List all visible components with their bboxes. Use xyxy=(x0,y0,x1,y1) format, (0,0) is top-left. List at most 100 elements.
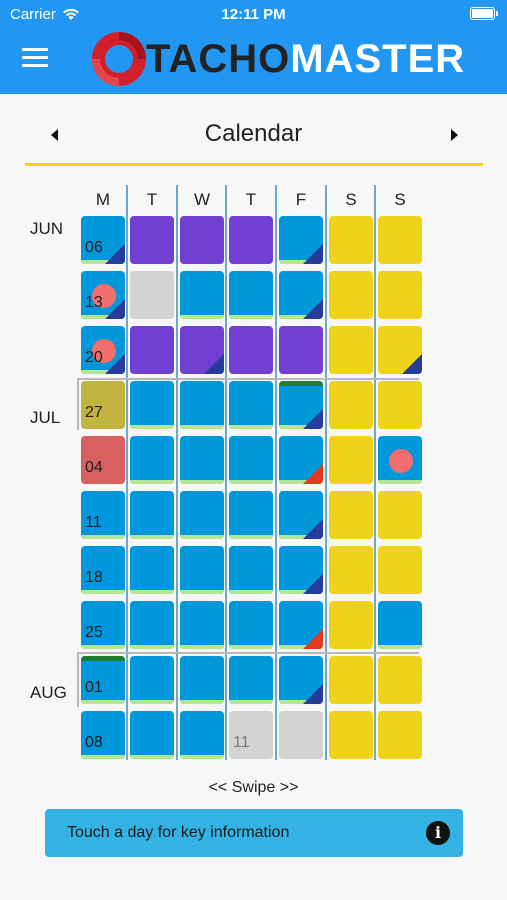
day-cell-drive[interactable] xyxy=(229,271,273,319)
day-cell-drive[interactable]: 13 xyxy=(81,271,125,319)
activity-strip xyxy=(279,425,323,429)
day-cell-weekend[interactable] xyxy=(378,216,422,264)
day-cell-drive[interactable] xyxy=(229,436,273,484)
activity-strip xyxy=(130,700,174,704)
key-information-banner[interactable]: Touch a day for key information i xyxy=(45,809,463,857)
day-cell-weekend[interactable] xyxy=(329,436,373,484)
day-cell-weekend[interactable] xyxy=(378,656,422,704)
day-cell-drive[interactable] xyxy=(279,271,323,319)
caret-left-icon xyxy=(51,129,58,141)
app-header: Carrier 12:11 PM TACHOMASTER xyxy=(0,0,507,94)
day-cell-drive[interactable] xyxy=(229,656,273,704)
carrier-label: Carrier xyxy=(10,6,56,23)
week-start-marker xyxy=(81,656,125,661)
day-cell-drive[interactable] xyxy=(130,491,174,539)
day-cell-sick[interactable]: 04 xyxy=(81,436,125,484)
day-cell-drive[interactable] xyxy=(130,601,174,649)
day-cell-drive[interactable] xyxy=(180,601,224,649)
day-cell-drive[interactable]: 20 xyxy=(81,326,125,374)
day-cell-weekend[interactable] xyxy=(329,546,373,594)
day-cell-drive[interactable] xyxy=(130,546,174,594)
key-information-text: Touch a day for key information xyxy=(67,824,290,841)
day-cell-weekend[interactable] xyxy=(329,216,373,264)
day-cell-drive[interactable] xyxy=(378,601,422,649)
corner-marker xyxy=(303,519,323,539)
day-cell-drive[interactable] xyxy=(229,601,273,649)
activity-strip xyxy=(130,590,174,594)
activity-strip xyxy=(180,535,224,539)
day-cell-drive[interactable] xyxy=(279,656,323,704)
day-cell-drive[interactable]: 11 xyxy=(81,491,125,539)
day-cell-drive[interactable] xyxy=(229,491,273,539)
hamburger-menu-button[interactable] xyxy=(22,48,48,70)
day-cell-drive[interactable]: 18 xyxy=(81,546,125,594)
day-cell-drive[interactable] xyxy=(130,381,174,429)
day-cell-drive[interactable] xyxy=(180,656,224,704)
day-cell-drive[interactable] xyxy=(229,546,273,594)
day-cell-rest[interactable] xyxy=(130,326,174,374)
month-label-aug: AUG xyxy=(30,683,67,702)
next-month-button[interactable] xyxy=(444,125,464,145)
day-cell-drive[interactable] xyxy=(180,491,224,539)
day-cell-weekend[interactable] xyxy=(378,326,422,374)
day-cell-weekend[interactable] xyxy=(329,711,373,759)
previous-month-button[interactable] xyxy=(45,125,65,145)
month-label-jul: JUL xyxy=(30,408,61,427)
day-cell-weekend[interactable] xyxy=(378,491,422,539)
day-cell-drive[interactable] xyxy=(279,436,323,484)
day-cell-unavailable[interactable] xyxy=(279,711,323,759)
day-cell-drive[interactable] xyxy=(180,546,224,594)
day-cell-drive[interactable]: 08 xyxy=(81,711,125,759)
activity-strip xyxy=(279,590,323,594)
day-cell-drive[interactable]: 25 xyxy=(81,601,125,649)
day-cell-weekend[interactable] xyxy=(329,326,373,374)
activity-strip xyxy=(229,590,273,594)
day-cell-drive[interactable]: 01 xyxy=(81,656,125,704)
caret-right-icon xyxy=(451,129,458,141)
day-cell-rest[interactable] xyxy=(229,216,273,264)
info-icon[interactable]: i xyxy=(426,821,450,845)
day-cell-weekend[interactable] xyxy=(329,656,373,704)
day-number: 04 xyxy=(85,459,103,476)
status-bar: Carrier 12:11 PM xyxy=(0,0,507,28)
day-number: 11 xyxy=(85,514,102,531)
day-cell-rest[interactable] xyxy=(229,326,273,374)
day-cell-weekend[interactable] xyxy=(329,271,373,319)
day-cell-drive[interactable] xyxy=(130,436,174,484)
day-cell-drive[interactable] xyxy=(279,601,323,649)
day-cell-rest[interactable] xyxy=(180,216,224,264)
day-cell-drive[interactable] xyxy=(279,381,323,429)
swipe-hint: << Swipe >> xyxy=(208,779,299,796)
day-cell-drive[interactable] xyxy=(130,711,174,759)
day-cell-rest[interactable] xyxy=(279,326,323,374)
corner-marker xyxy=(303,574,323,594)
day-cell-drive[interactable] xyxy=(180,711,224,759)
day-cell-weekend[interactable] xyxy=(378,271,422,319)
activity-strip xyxy=(130,480,174,484)
day-cell-drive[interactable] xyxy=(279,546,323,594)
day-cell-weekend[interactable] xyxy=(378,711,422,759)
page-title: Calendar xyxy=(204,120,303,147)
day-cell-weekend[interactable] xyxy=(329,601,373,649)
day-cell-unavailable[interactable]: 11 xyxy=(229,711,273,759)
day-cell-drive[interactable] xyxy=(378,436,422,484)
day-cell-drive[interactable] xyxy=(229,381,273,429)
day-cell-weekend[interactable] xyxy=(329,381,373,429)
day-cell-rest[interactable] xyxy=(180,326,224,374)
day-cell-weekend[interactable] xyxy=(378,381,422,429)
week-start-marker xyxy=(279,381,323,386)
day-cell-drive[interactable] xyxy=(180,436,224,484)
day-cell-rest[interactable] xyxy=(130,216,174,264)
column-separator xyxy=(126,185,128,760)
day-cell-drive[interactable] xyxy=(180,271,224,319)
day-cell-drive[interactable]: 06 xyxy=(81,216,125,264)
day-cell-weekend[interactable] xyxy=(329,491,373,539)
day-cell-unavailable[interactable] xyxy=(130,271,174,319)
day-cell-drive[interactable] xyxy=(130,656,174,704)
day-cell-weekend[interactable] xyxy=(378,546,422,594)
day-cell-drive[interactable] xyxy=(180,381,224,429)
day-cell-drive[interactable] xyxy=(279,491,323,539)
day-cell-drive[interactable] xyxy=(279,216,323,264)
day-number: 25 xyxy=(85,624,103,641)
day-cell-holiday[interactable]: 27 xyxy=(81,381,125,429)
